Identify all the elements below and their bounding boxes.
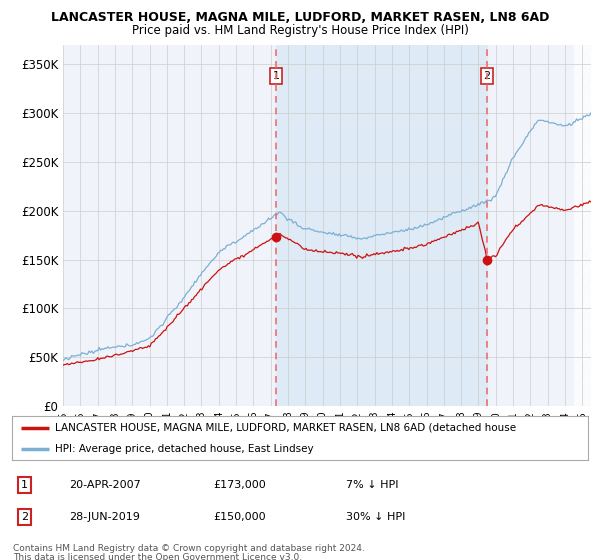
Text: £173,000: £173,000 xyxy=(214,480,266,490)
Text: £150,000: £150,000 xyxy=(214,512,266,522)
Text: Contains HM Land Registry data © Crown copyright and database right 2024.: Contains HM Land Registry data © Crown c… xyxy=(13,544,365,553)
Bar xyxy=(574,45,591,406)
Text: Price paid vs. HM Land Registry's House Price Index (HPI): Price paid vs. HM Land Registry's House … xyxy=(131,24,469,36)
Text: 20-APR-2007: 20-APR-2007 xyxy=(70,480,142,490)
Text: LANCASTER HOUSE, MAGNA MILE, LUDFORD, MARKET RASEN, LN8 6AD (detached house: LANCASTER HOUSE, MAGNA MILE, LUDFORD, MA… xyxy=(55,423,517,433)
Text: 1: 1 xyxy=(272,71,280,81)
Text: 7% ↓ HPI: 7% ↓ HPI xyxy=(346,480,398,490)
Text: HPI: Average price, detached house, East Lindsey: HPI: Average price, detached house, East… xyxy=(55,444,314,454)
Text: 30% ↓ HPI: 30% ↓ HPI xyxy=(346,512,406,522)
Text: 2: 2 xyxy=(484,71,491,81)
Text: 1: 1 xyxy=(21,480,28,490)
Text: LANCASTER HOUSE, MAGNA MILE, LUDFORD, MARKET RASEN, LN8 6AD: LANCASTER HOUSE, MAGNA MILE, LUDFORD, MA… xyxy=(51,11,549,24)
Text: 28-JUN-2019: 28-JUN-2019 xyxy=(70,512,140,522)
Text: This data is licensed under the Open Government Licence v3.0.: This data is licensed under the Open Gov… xyxy=(13,553,302,560)
Bar xyxy=(276,45,487,406)
Text: 2: 2 xyxy=(21,512,28,522)
